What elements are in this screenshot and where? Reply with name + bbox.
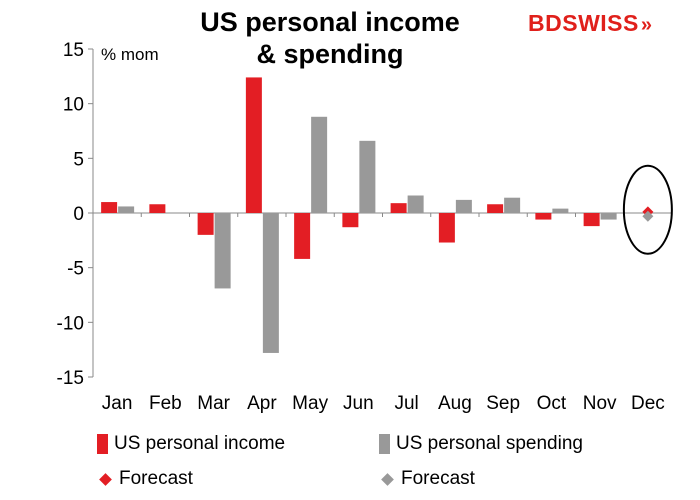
y-tick-label: -10 bbox=[57, 313, 84, 334]
legend-diamond-spending-icon bbox=[381, 472, 394, 486]
legend-item-spending-forecast: Forecast bbox=[379, 468, 475, 490]
logo-chevron-icon: » bbox=[640, 14, 653, 36]
logo-text-swiss: SWISS bbox=[562, 10, 639, 36]
chart-title-line2: & spending bbox=[256, 39, 404, 69]
income-bar bbox=[390, 203, 407, 213]
x-tick-label: Apr bbox=[247, 393, 277, 414]
y-tick-label: -5 bbox=[67, 259, 84, 280]
spending-bar bbox=[214, 213, 231, 289]
y-tick-label: 15 bbox=[63, 40, 84, 61]
income-bar bbox=[294, 213, 311, 259]
legend-label-spending: US personal spending bbox=[396, 433, 583, 454]
unit-label: % mom bbox=[101, 45, 159, 64]
spending-bar bbox=[552, 208, 569, 213]
legend-item-income: US personal income bbox=[97, 433, 285, 455]
income-bar bbox=[487, 204, 504, 213]
income-bar bbox=[149, 204, 166, 213]
x-tick-label: Jan bbox=[102, 393, 133, 414]
chart-title: US personal income & spending bbox=[160, 6, 500, 70]
legend-label-spending-forecast: Forecast bbox=[401, 468, 475, 489]
legend-item-spending: US personal spending bbox=[379, 433, 583, 455]
y-tick-label: 5 bbox=[73, 149, 84, 170]
chart-title-line1: US personal income bbox=[200, 7, 460, 37]
income-bar bbox=[438, 213, 455, 243]
brand-logo: BDSWISS» bbox=[528, 10, 652, 37]
x-tick-label: Sep bbox=[486, 393, 520, 414]
spending-forecast-marker bbox=[642, 210, 654, 222]
x-tick-label: Nov bbox=[583, 393, 617, 414]
spending-bar bbox=[118, 206, 135, 213]
x-tick-label: Aug bbox=[438, 393, 472, 414]
spending-bar bbox=[311, 116, 328, 213]
y-tick-label: 10 bbox=[63, 95, 84, 116]
legend-item-income-forecast: Forecast bbox=[97, 468, 193, 490]
legend-diamond-income-icon bbox=[99, 472, 112, 486]
spending-bar bbox=[504, 197, 521, 213]
spending-bar bbox=[407, 195, 424, 213]
y-tick-label: -15 bbox=[57, 368, 84, 389]
income-bar bbox=[197, 213, 214, 235]
forecast-highlight-ellipse bbox=[622, 164, 673, 255]
income-bar bbox=[535, 213, 552, 220]
income-bar bbox=[245, 77, 262, 213]
legend-swatch-income bbox=[97, 434, 108, 454]
spending-bar bbox=[600, 213, 617, 220]
y-tick-label: 0 bbox=[73, 204, 84, 225]
income-bar bbox=[342, 213, 359, 228]
x-tick-label: Mar bbox=[197, 393, 230, 414]
spending-bar bbox=[262, 213, 279, 353]
logo-text-bd: BD bbox=[528, 10, 563, 36]
income-bar bbox=[583, 213, 600, 227]
income-bar bbox=[101, 202, 118, 213]
legend-label-income-forecast: Forecast bbox=[119, 468, 193, 489]
legend-label-income: US personal income bbox=[114, 433, 286, 454]
spending-bar bbox=[455, 199, 472, 213]
x-tick-label: Oct bbox=[537, 393, 567, 414]
x-tick-label: Feb bbox=[149, 393, 182, 414]
x-tick-label: Jul bbox=[394, 393, 418, 414]
x-tick-label: Jun bbox=[343, 393, 374, 414]
spending-bar bbox=[359, 140, 376, 213]
legend-swatch-spending bbox=[379, 434, 390, 454]
x-tick-label: May bbox=[292, 393, 328, 414]
x-tick-label: Dec bbox=[631, 393, 665, 414]
